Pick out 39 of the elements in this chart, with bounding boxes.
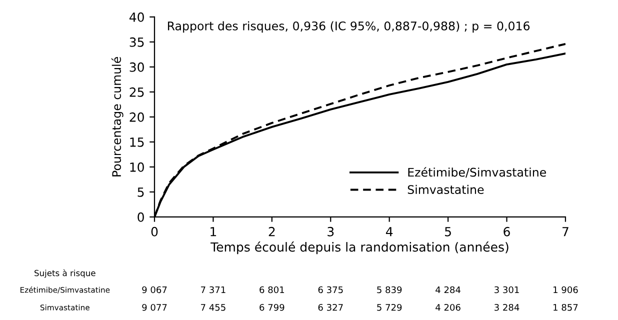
text: 9 077 — [142, 304, 167, 311]
y-tick-label: 20 — [130, 112, 144, 122]
text: 3 284 — [494, 304, 520, 311]
text: 7 455 — [201, 304, 226, 311]
text: 6 801 — [260, 286, 284, 294]
text: 4 206 — [436, 304, 460, 311]
y-tick-label: 0 — [138, 212, 144, 222]
legend-label: Simvastatine — [408, 184, 484, 194]
text: Sujets à risque — [34, 269, 96, 278]
legend-label: Ezétimibe/Simvastatine — [408, 167, 546, 178]
text: 3 301 — [494, 286, 519, 294]
text: 6 799 — [260, 304, 284, 311]
y-tick-label: 10 — [130, 162, 144, 172]
text: 6 327 — [318, 304, 343, 311]
x-tick-label: 1 — [210, 227, 216, 236]
x-tick-label: 3 — [328, 226, 334, 236]
text: 9 067 — [142, 286, 167, 294]
text: 7 371 — [201, 286, 226, 294]
x-tick-label: 0 — [151, 226, 158, 236]
x-tick-label: 5 — [445, 227, 451, 236]
y-tick-label: 40 — [129, 12, 144, 22]
x-tick-label: 6 — [504, 226, 510, 236]
y-tick-label: 5 — [138, 188, 144, 197]
text: 4 284 — [436, 286, 460, 294]
text: 1 857 — [554, 304, 578, 311]
x-axis-title: Temps écoulé depuis la randomisation (années) — [210, 242, 508, 254]
x-tick-label: 4 — [386, 227, 393, 236]
y-tick-label: 30 — [130, 62, 144, 72]
text: 5 839 — [377, 286, 402, 294]
text: 5 729 — [377, 304, 402, 311]
y-tick-label: 35 — [130, 37, 144, 47]
y-tick-label: 25 — [130, 87, 144, 97]
y-axis-title: Pourcentage cumulé — [111, 57, 124, 176]
x-tick-label: 2 — [268, 226, 275, 236]
annotation: Rapport des risques, 0,936 (IC 95%, 0,887-0,988) ; p = 0,016 — [168, 21, 530, 33]
x-tick-label: 7 — [562, 227, 568, 236]
text: 1 906 — [554, 286, 578, 294]
y-tick-label: 15 — [130, 138, 144, 147]
text: 6 375 — [318, 286, 343, 294]
